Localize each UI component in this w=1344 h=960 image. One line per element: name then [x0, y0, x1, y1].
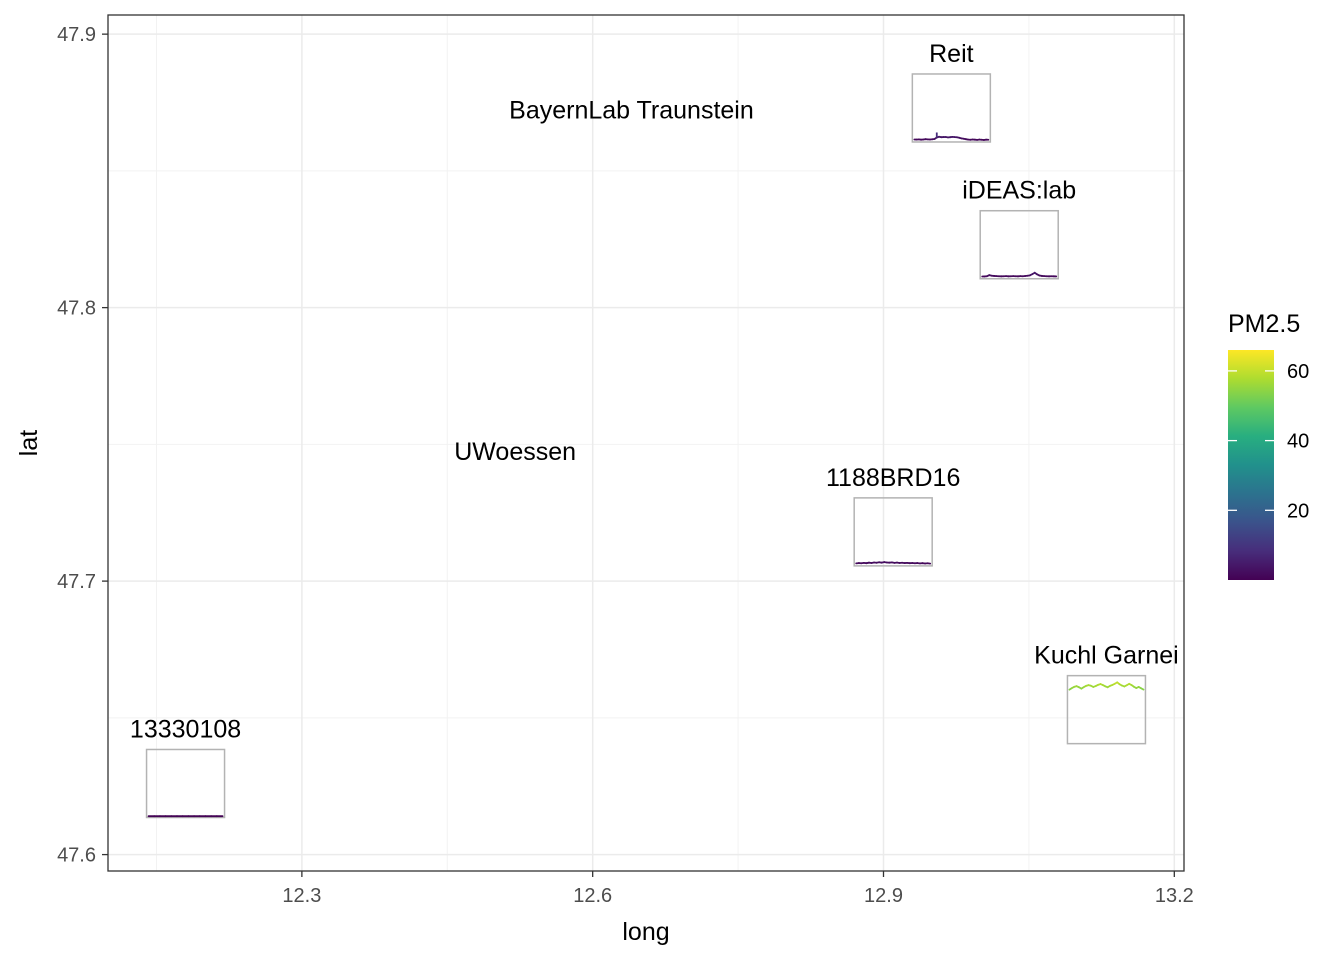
- y-axis: 47.6 47.7 47.8 47.9: [57, 24, 108, 867]
- y-axis-title: lat: [15, 430, 43, 456]
- grid-minor: [108, 15, 1184, 871]
- site-inset-frame: [145, 748, 226, 819]
- y-tick-label: 47.7: [57, 571, 96, 593]
- legend-ticks: 20 40 60: [1228, 361, 1309, 522]
- x-axis: 12.3 12.6 12.9 13.2: [282, 871, 1194, 907]
- pm25-series-segment: [1140, 687, 1145, 691]
- site-uwoessen: UWoessen: [454, 438, 576, 466]
- site-label: BayernLab Traunstein: [509, 96, 754, 124]
- grid-major: [108, 15, 1184, 871]
- site-ideas-lab: iDEAS:lab: [962, 177, 1076, 280]
- site-inset-frame: [911, 73, 992, 143]
- site-13330108: 13330108: [130, 715, 241, 819]
- site-label: 1188BRD16: [826, 464, 960, 492]
- panel-background: [108, 15, 1184, 871]
- legend-colorbar: [1228, 350, 1274, 580]
- panel-border: [107, 14, 1185, 872]
- site-1188brd16: 1188BRD16: [826, 464, 960, 567]
- y-tick-label: 47.9: [57, 24, 96, 46]
- site-label: 13330108: [130, 715, 241, 743]
- legend-title: PM2.5: [1228, 310, 1300, 338]
- site-reit: Reit: [911, 40, 992, 143]
- site-kuchl-garnei: Kuchl Garnei: [1034, 642, 1179, 745]
- legend-tick-label: 40: [1287, 431, 1309, 453]
- legend-tick-label: 60: [1287, 361, 1309, 383]
- site-label: iDEAS:lab: [962, 177, 1076, 205]
- site-layer: BayernLab Traunstein Reit iDEAS:lab UWoesse…: [130, 40, 1179, 819]
- y-tick-label: 47.6: [57, 845, 96, 867]
- x-tick-label: 12.9: [864, 885, 903, 907]
- x-tick-label: 12.3: [282, 885, 321, 907]
- site-label: Kuchl Garnei: [1034, 642, 1179, 670]
- site-label: UWoessen: [454, 438, 576, 466]
- site-inset-frame: [1066, 674, 1147, 745]
- x-axis-title: long: [622, 918, 669, 946]
- site-inset-frame: [979, 209, 1059, 280]
- site-inset-frame: [853, 497, 933, 567]
- site-label: Reit: [929, 40, 974, 68]
- site-bayernlab-traunstein: BayernLab Traunstein: [509, 96, 754, 124]
- x-tick-label: 13.2: [1155, 885, 1194, 907]
- y-tick-label: 47.8: [57, 298, 96, 320]
- legend: PM2.5 20 40 60: [1228, 310, 1309, 580]
- legend-tick-label: 20: [1287, 500, 1309, 522]
- x-tick-label: 12.6: [573, 885, 612, 907]
